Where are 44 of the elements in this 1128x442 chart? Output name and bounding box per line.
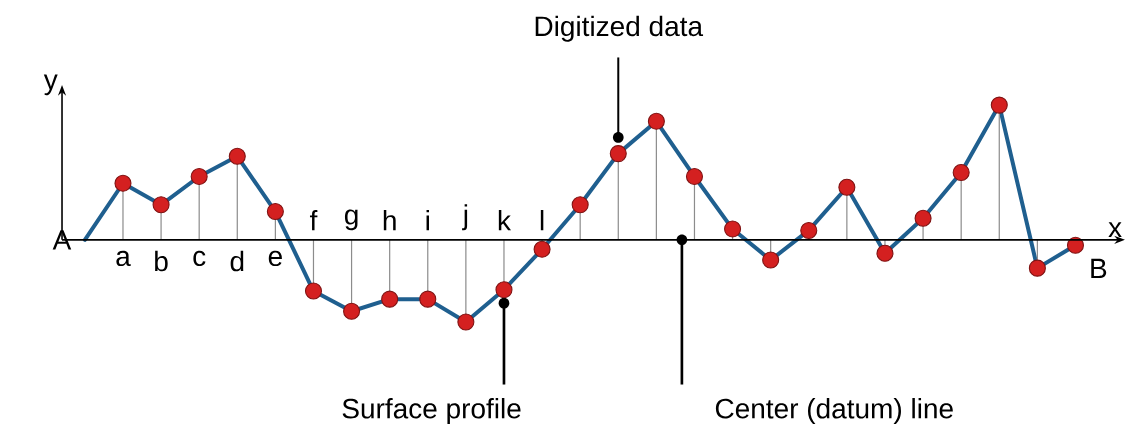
x-tick-label: c (193, 250, 206, 267)
annotation: A (52, 230, 72, 250)
point (190, 167, 208, 186)
point (876, 244, 894, 262)
point (838, 178, 856, 196)
x-tick-label: e (268, 250, 282, 267)
x-axis-title: x (1108, 222, 1122, 237)
x-tick-label: a (116, 250, 131, 267)
x-tick-label: l (540, 209, 544, 231)
point (114, 174, 132, 192)
point (990, 96, 1008, 114)
point (228, 147, 246, 165)
x-tick-label: f (309, 209, 318, 231)
point (304, 282, 323, 300)
x-tick-label: h (383, 209, 396, 231)
point (724, 220, 742, 238)
point (343, 302, 361, 320)
point (381, 290, 399, 308)
point (914, 209, 932, 227)
y-axis-title: y (43, 74, 58, 96)
text: Surface profile (342, 398, 521, 425)
point (762, 251, 780, 269)
point (495, 281, 513, 299)
x-tick-label: b (155, 250, 168, 272)
point (647, 112, 665, 130)
point (419, 290, 437, 308)
annotation: B (1091, 258, 1107, 279)
x-tick-label: i (426, 209, 429, 231)
point (800, 221, 818, 239)
point (571, 196, 589, 214)
text: Digitized data (535, 15, 704, 42)
x-tick-label: k (498, 209, 511, 231)
point (685, 167, 704, 186)
x-tick-label: d (230, 250, 244, 272)
point (533, 240, 551, 258)
point (609, 145, 627, 163)
point (266, 203, 284, 221)
x-tick-label: g (344, 209, 358, 231)
text: Center (datum) line (715, 398, 953, 425)
x-tick-label: j (462, 204, 468, 231)
point (457, 313, 475, 331)
point (952, 163, 970, 182)
point (152, 196, 170, 214)
point (1028, 259, 1046, 277)
